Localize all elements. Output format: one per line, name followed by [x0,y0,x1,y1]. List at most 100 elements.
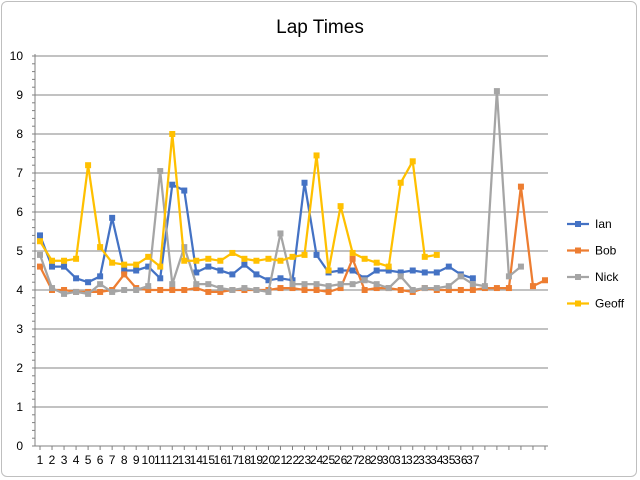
data-point [97,273,104,280]
data-point [421,285,428,292]
x-tick-label: 36 [454,453,468,467]
x-tick-label: 4 [73,453,80,467]
data-point [85,290,92,297]
data-point [229,287,236,293]
data-point [517,183,524,190]
x-tick-label: 8 [121,453,128,467]
data-point [85,279,92,286]
series-nick [37,88,524,297]
data-point [421,269,428,276]
chart-title: Lap Times [276,17,364,38]
y-tick-label: 8 [16,127,23,141]
data-point [145,263,152,270]
x-tick-label: 37 [466,453,480,467]
data-point [121,261,128,268]
data-point [37,238,43,245]
data-point [169,281,176,288]
data-point [217,267,224,274]
x-tick-label: 16 [214,453,228,467]
data-point [445,287,452,293]
data-point [409,267,416,274]
x-tick-label: 17 [226,453,240,467]
data-point [421,253,428,260]
data-point [349,267,356,274]
data-point [397,179,404,186]
data-point [181,187,188,194]
data-point [445,263,452,270]
legend-marker [575,274,581,280]
legend-marker [575,300,581,307]
y-tick-label: 6 [16,205,23,219]
data-point [337,285,344,292]
data-point [265,277,272,284]
legend-marker [575,221,581,227]
x-tick-label: 7 [109,453,116,467]
x-tick-label: 6 [97,453,104,467]
x-tick-label: 35 [442,453,456,467]
data-point [193,257,200,264]
y-tick-label: 3 [16,322,23,336]
y-tick-label: 0 [16,439,23,453]
data-point [61,287,68,293]
data-point [373,259,380,266]
x-tick-label: 29 [370,453,384,467]
data-point [385,267,392,274]
y-tick-label: 10 [10,49,24,63]
data-point [385,285,392,292]
data-point [61,257,68,264]
data-point [505,273,512,280]
x-tick-label: 11 [154,453,167,467]
data-point [217,257,224,264]
data-point [241,285,248,292]
data-point [397,287,404,293]
x-tick-label: 26 [334,453,348,467]
x-tick-label: 3 [61,453,68,467]
data-point [241,261,248,268]
data-point [193,281,200,288]
series-geoff [37,131,440,274]
data-point [265,288,272,295]
data-point [337,203,344,210]
legend-label: Geoff [595,297,625,311]
legend: Ian Bob Nick Geoff [567,217,625,311]
legend-label: Nick [595,270,619,284]
x-tick-label: 33 [418,453,432,467]
data-point [97,244,104,251]
data-point [229,271,236,278]
data-point [205,255,212,262]
data-point [289,281,296,288]
data-point [313,152,320,159]
legend-item-ian: Ian [567,217,612,231]
data-point [37,263,43,270]
data-point [37,232,43,239]
data-point [313,287,320,293]
data-point [541,277,548,284]
y-tick-label: 2 [16,361,23,375]
data-point [397,269,404,276]
data-point [301,179,308,186]
x-tick-label: 22 [286,453,300,467]
data-point [289,253,296,260]
data-point [145,283,152,290]
x-tick-label: 14 [190,453,204,467]
y-tick-label: 9 [16,88,23,102]
data-point [193,285,200,292]
data-point [301,281,308,288]
y-tick-label: 4 [16,283,23,297]
data-point [313,251,320,258]
data-point [361,277,368,284]
data-point [277,275,284,282]
data-point [121,267,128,274]
data-point [133,261,140,268]
data-point [61,290,68,297]
x-tick-label: 12 [166,453,180,467]
x-tick-label: 34 [430,453,444,467]
data-point [361,255,368,262]
x-tick-label: 15 [202,453,216,467]
data-point [469,287,476,293]
data-point [433,251,440,258]
x-tick-label: 31 [394,453,408,467]
data-point [205,281,212,288]
data-point [289,285,296,292]
data-point [133,267,140,274]
